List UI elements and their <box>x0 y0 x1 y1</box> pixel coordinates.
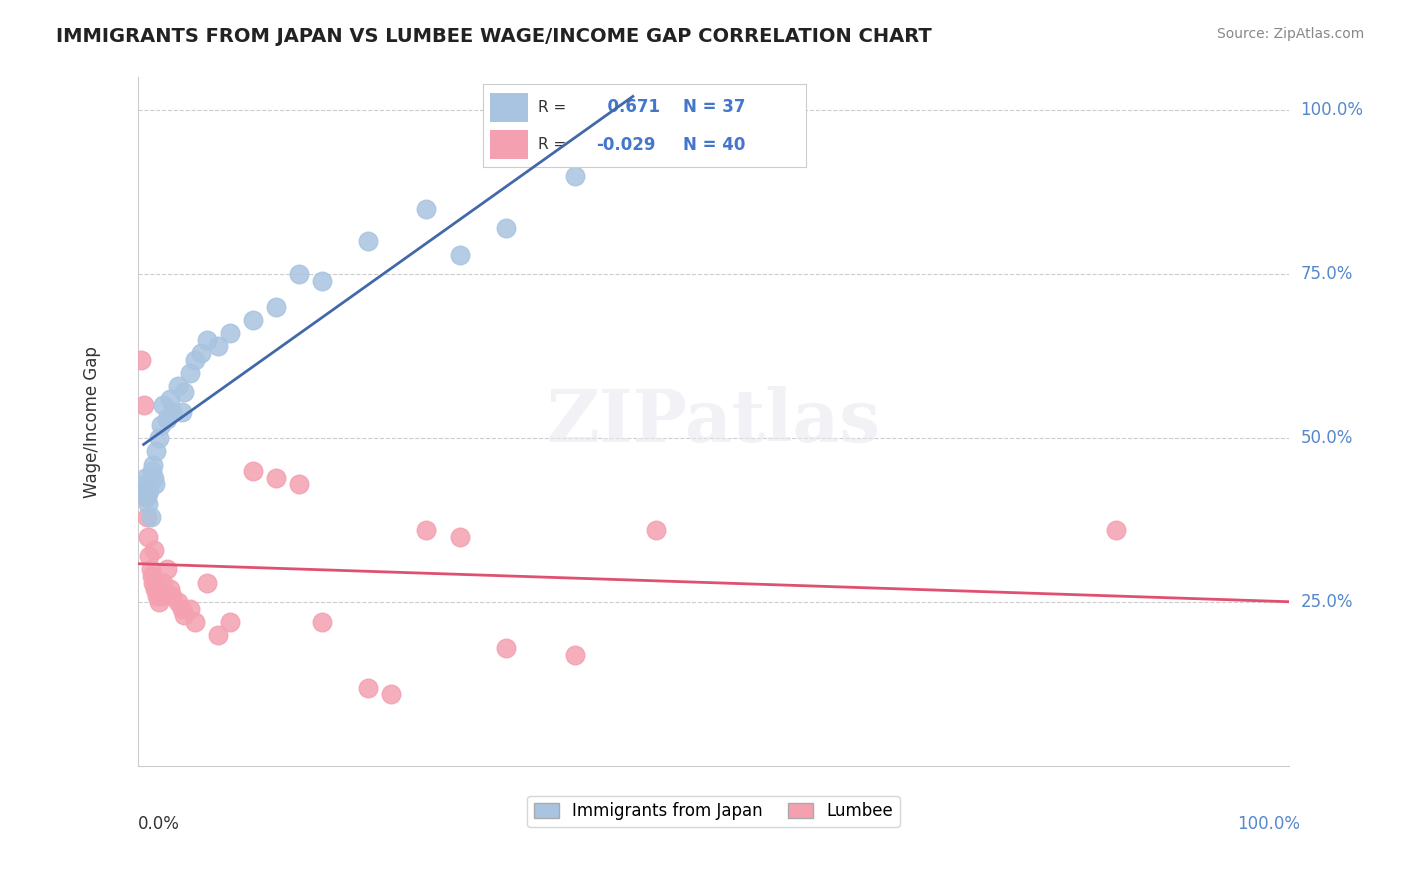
Text: Wage/Income Gap: Wage/Income Gap <box>83 346 101 498</box>
Point <box>380 687 402 701</box>
Point <box>415 202 437 216</box>
Point <box>495 221 517 235</box>
Point <box>152 399 174 413</box>
Point <box>311 615 333 629</box>
Point <box>136 530 159 544</box>
Point <box>139 510 162 524</box>
Point <box>162 405 184 419</box>
Point <box>167 595 190 609</box>
Point <box>132 483 155 498</box>
Point <box>219 615 242 629</box>
Text: 25.0%: 25.0% <box>1301 593 1353 611</box>
Point <box>131 352 153 367</box>
Point <box>288 477 311 491</box>
Point <box>143 542 166 557</box>
Text: Source: ZipAtlas.com: Source: ZipAtlas.com <box>1216 27 1364 41</box>
Point <box>136 497 159 511</box>
Point <box>134 470 156 484</box>
Point <box>135 477 157 491</box>
Point <box>173 608 195 623</box>
Point <box>132 399 155 413</box>
Point <box>141 464 163 478</box>
Point <box>564 648 586 662</box>
Point <box>495 641 517 656</box>
Point <box>138 549 160 564</box>
Point <box>156 411 179 425</box>
Point <box>149 589 172 603</box>
Point <box>143 582 166 597</box>
Point <box>142 575 165 590</box>
Point <box>242 313 264 327</box>
Point <box>135 491 157 505</box>
Legend: Immigrants from Japan, Lumbee: Immigrants from Japan, Lumbee <box>527 796 900 827</box>
Point <box>134 483 156 498</box>
Point <box>141 569 163 583</box>
Point <box>148 595 170 609</box>
Point <box>184 352 207 367</box>
Point <box>167 379 190 393</box>
Point <box>142 458 165 472</box>
Point <box>449 530 471 544</box>
Point <box>179 366 201 380</box>
Point <box>159 582 181 597</box>
Point <box>159 392 181 406</box>
Text: 100.0%: 100.0% <box>1237 814 1301 832</box>
Point <box>195 333 218 347</box>
Point <box>311 274 333 288</box>
Point <box>564 169 586 183</box>
Text: IMMIGRANTS FROM JAPAN VS LUMBEE WAGE/INCOME GAP CORRELATION CHART: IMMIGRANTS FROM JAPAN VS LUMBEE WAGE/INC… <box>56 27 932 45</box>
Point <box>195 575 218 590</box>
Point <box>138 483 160 498</box>
Point <box>170 405 193 419</box>
Point <box>156 562 179 576</box>
Point <box>143 470 166 484</box>
Point <box>357 235 380 249</box>
Point <box>190 346 212 360</box>
Text: 50.0%: 50.0% <box>1301 429 1353 447</box>
Point <box>152 575 174 590</box>
Point <box>136 510 159 524</box>
Point <box>621 136 644 150</box>
Point <box>288 267 311 281</box>
Point <box>148 431 170 445</box>
Point <box>644 523 666 537</box>
Point <box>149 418 172 433</box>
Point <box>145 444 167 458</box>
Point <box>242 464 264 478</box>
Point <box>139 562 162 576</box>
Point <box>143 477 166 491</box>
Text: 75.0%: 75.0% <box>1301 265 1353 284</box>
Text: ZIPatlas: ZIPatlas <box>547 386 880 458</box>
Point <box>136 491 159 505</box>
Text: 100.0%: 100.0% <box>1301 102 1364 120</box>
Point <box>264 300 287 314</box>
Point <box>219 326 242 341</box>
Point <box>207 339 229 353</box>
Point <box>173 385 195 400</box>
Text: 0.0%: 0.0% <box>138 814 180 832</box>
Point <box>357 681 380 695</box>
Point <box>179 602 201 616</box>
Point <box>449 247 471 261</box>
Point <box>184 615 207 629</box>
Point <box>1105 523 1128 537</box>
Point <box>170 602 193 616</box>
Point <box>145 575 167 590</box>
Point <box>415 523 437 537</box>
Point <box>264 470 287 484</box>
Point <box>162 589 184 603</box>
Point <box>146 589 169 603</box>
Point <box>207 628 229 642</box>
